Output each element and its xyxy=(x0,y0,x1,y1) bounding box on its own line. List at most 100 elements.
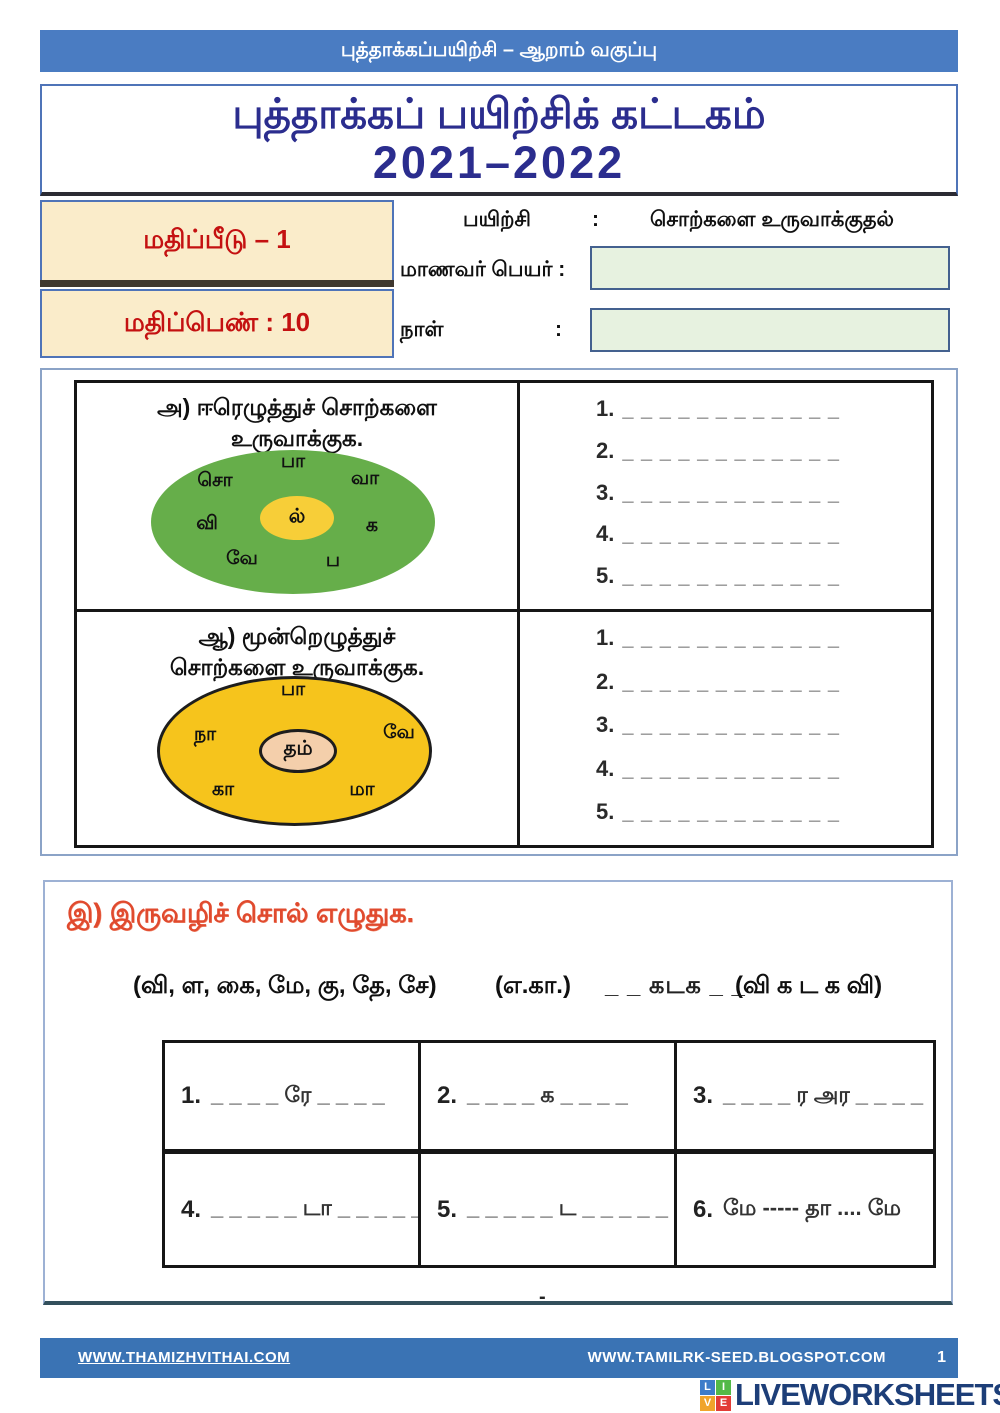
liveworksheets-wordmark: LIVEWORKSHEETS xyxy=(735,1377,1000,1412)
blank-number: 1. xyxy=(596,396,615,421)
exercise-colon: : xyxy=(592,208,599,231)
circle-letter: மா xyxy=(349,779,375,800)
blank-number: 5. xyxy=(596,799,615,824)
date-label: நாள் xyxy=(400,318,444,341)
title-box: புத்தாக்கப் பயிற்சிக் கட்டகம் 2021–2022 xyxy=(40,84,958,196)
blank-number: 4. xyxy=(596,755,615,781)
circle-letter: க xyxy=(365,515,379,536)
exercise-value: சொற்களை உருவாக்குதல் xyxy=(650,208,894,231)
blank-line: _ _ _ _ _ _ _ _ _ _ _ _ xyxy=(622,671,840,694)
puzzle-cell[interactable]: 2. _ _ _ _ க _ _ _ _ xyxy=(421,1043,677,1154)
blank-line: _ _ _ _ _ _ _ _ _ _ _ _ xyxy=(622,524,840,547)
cell-number: 4. xyxy=(181,1195,202,1223)
letter-bank: (வி, ள, கை, மே, கு, தே, சே) xyxy=(133,972,437,999)
blank-number: 1. xyxy=(596,625,615,650)
puzzle-table: 1. _ _ _ _ ரே _ _ _ _ 2. _ _ _ _ க _ _ _ _… xyxy=(162,1040,936,1268)
blank-line: _ _ _ _ _ _ _ _ _ _ _ _ xyxy=(622,802,840,824)
circle-letter: கா xyxy=(211,779,235,800)
liveworksheets-logo-icon: L I V E xyxy=(700,1379,731,1411)
puzzle-cell[interactable]: 4. _ _ _ _ _ டா _ _ _ _ _ xyxy=(165,1154,421,1265)
example-label: (எ.கா.) xyxy=(495,972,571,999)
circle-letter: வே xyxy=(226,548,258,569)
puzzle-cell[interactable]: 6. மே ----- தா .... மே xyxy=(677,1154,933,1265)
worksheet-table: அ) ஈரெழுத்துச் சொற்களை உருவாக்குக. பா சொ… xyxy=(74,380,934,848)
section-b-prompt-cell: ஆ) மூன்றெழுத்துச் சொற்களை உருவாக்குக. பா… xyxy=(77,612,520,845)
page-title-year: 2021–2022 xyxy=(372,137,626,189)
cell-text: _ _ _ _ ர அர _ _ _ _ xyxy=(723,1081,924,1107)
logo-square-e: E xyxy=(716,1395,731,1411)
puzzle-cell[interactable]: 3. _ _ _ _ ர அர _ _ _ _ xyxy=(677,1043,933,1154)
date-colon: : xyxy=(555,318,562,341)
section-c-heading: இ) இருவழிச் சொல் எழுதுக. xyxy=(67,898,414,928)
cell-text: மே ----- தா .... மே xyxy=(723,1195,902,1220)
main-worksheet-box xyxy=(40,368,958,856)
answer-blank[interactable]: 1. _ _ _ _ _ _ _ _ _ _ _ _ xyxy=(596,625,921,651)
section-b-answers-cell: 1. _ _ _ _ _ _ _ _ _ _ _ _ 2. _ _ _ _ _ _ … xyxy=(520,612,931,845)
cell-number: 2. xyxy=(437,1082,458,1109)
footer-bar: WWW.THAMIZHVITHAI.COM WWW.TAMILRK-SEED.B… xyxy=(40,1338,958,1378)
cell-text: _ _ _ _ _ டா _ _ _ _ _ xyxy=(211,1195,421,1220)
student-name-input[interactable] xyxy=(590,246,950,290)
answer-blank[interactable]: 5. _ _ _ _ _ _ _ _ _ _ _ _ xyxy=(596,563,921,589)
puzzle-cell[interactable]: 5. _ _ _ _ _ ட _ _ _ _ _ xyxy=(421,1154,677,1265)
footer-right-url: WWW.TAMILRK-SEED.BLOGSPOT.COM xyxy=(587,1349,886,1366)
center-circle-yellow xyxy=(260,496,334,540)
date-input[interactable] xyxy=(590,308,950,352)
blank-line: _ _ _ _ _ _ _ _ _ _ _ _ xyxy=(622,758,840,781)
logo-square-v: V xyxy=(700,1395,715,1411)
answer-blank[interactable]: 5. _ _ _ _ _ _ _ _ _ _ _ _ xyxy=(596,799,921,825)
answer-blank[interactable]: 4. _ _ _ _ _ _ _ _ _ _ _ _ xyxy=(596,521,921,547)
banner-text: புத்தாக்கப்பயிற்சி – ஆறாம் வகுப்பு xyxy=(340,38,658,61)
answer-blank[interactable]: 2. _ _ _ _ _ _ _ _ _ _ _ _ xyxy=(596,669,921,695)
footer-left-url: WWW.THAMIZHVITHAI.COM xyxy=(78,1349,291,1366)
answer-blank[interactable]: 1. _ _ _ _ _ _ _ _ _ _ _ _ xyxy=(596,396,921,422)
section-a-heading-1: அ) ஈரெழுத்துச் சொற்களை xyxy=(157,394,437,420)
answer-blank[interactable]: 3. _ _ _ _ _ _ _ _ _ _ _ _ xyxy=(596,712,921,738)
stray-mark: - xyxy=(539,1286,546,1308)
blank-number: 2. xyxy=(596,437,615,463)
center-letter: ல் xyxy=(288,505,306,528)
circle-letter: பா xyxy=(280,679,306,700)
cell-number: 3. xyxy=(693,1082,714,1109)
cell-number: 6. xyxy=(693,1195,714,1223)
section-b-heading-2: சொற்களை உருவாக்குக. xyxy=(169,654,425,681)
section-a-prompt-cell: அ) ஈரெழுத்துச் சொற்களை உருவாக்குக. பா சொ… xyxy=(77,383,520,612)
blank-line: _ _ _ _ _ _ _ _ _ _ _ _ xyxy=(622,715,840,737)
example-blank: _ _ கடக _ _ xyxy=(605,972,746,999)
circle-letter: வி xyxy=(196,513,218,534)
blank-line: _ _ _ _ _ _ _ _ _ _ _ _ xyxy=(622,482,840,505)
section-a-heading-2: உருவாக்குக. xyxy=(230,425,364,452)
section-a-answers-cell: 1. _ _ _ _ _ _ _ _ _ _ _ _ 2. _ _ _ _ _ _ … xyxy=(520,383,931,612)
blank-number: 5. xyxy=(596,563,615,588)
divider xyxy=(40,280,394,287)
blank-number: 3. xyxy=(596,712,615,737)
marks-box: மதிப்பெண் : 10 xyxy=(40,289,394,358)
student-name-label: மாணவர் பெயர் : xyxy=(400,258,566,281)
puzzle-cell[interactable]: 1. _ _ _ _ ரே _ _ _ _ xyxy=(165,1043,421,1154)
blank-line: _ _ _ _ _ _ _ _ _ _ _ _ xyxy=(622,399,840,421)
center-letter: தம் xyxy=(283,737,313,760)
center-circle-peach xyxy=(259,729,337,773)
blank-line: _ _ _ _ _ _ _ _ _ _ _ _ xyxy=(622,566,840,588)
cell-number: 1. xyxy=(181,1082,202,1109)
cell-text: _ _ _ _ க _ _ _ _ xyxy=(467,1081,628,1107)
blank-number: 2. xyxy=(596,668,615,694)
circle-letter: சொ xyxy=(197,470,233,491)
circle-letter: ப xyxy=(325,550,341,571)
assessment-label: மதிப்பீடு – 1 xyxy=(143,224,291,254)
logo-square-l: L xyxy=(700,1379,715,1395)
blank-number: 3. xyxy=(596,479,615,505)
example-answer: (வி க ட க வி) xyxy=(735,972,883,999)
section-b-heading-1: ஆ) மூன்றெழுத்துச் xyxy=(198,623,396,649)
circle-letter: நா xyxy=(193,724,217,745)
answer-blank[interactable]: 3. _ _ _ _ _ _ _ _ _ _ _ _ xyxy=(596,480,921,506)
circle-letter: பா xyxy=(280,451,306,472)
cell-text: _ _ _ _ ரே _ _ _ _ xyxy=(211,1081,385,1107)
marks-label: மதிப்பெண் : 10 xyxy=(123,306,311,337)
page-number: 1 xyxy=(937,1349,946,1366)
answer-blank[interactable]: 4. _ _ _ _ _ _ _ _ _ _ _ _ xyxy=(596,756,921,782)
answer-blank[interactable]: 2. _ _ _ _ _ _ _ _ _ _ _ _ xyxy=(596,438,921,464)
logo-square-i: I xyxy=(716,1379,731,1395)
blank-number: 4. xyxy=(596,521,615,547)
